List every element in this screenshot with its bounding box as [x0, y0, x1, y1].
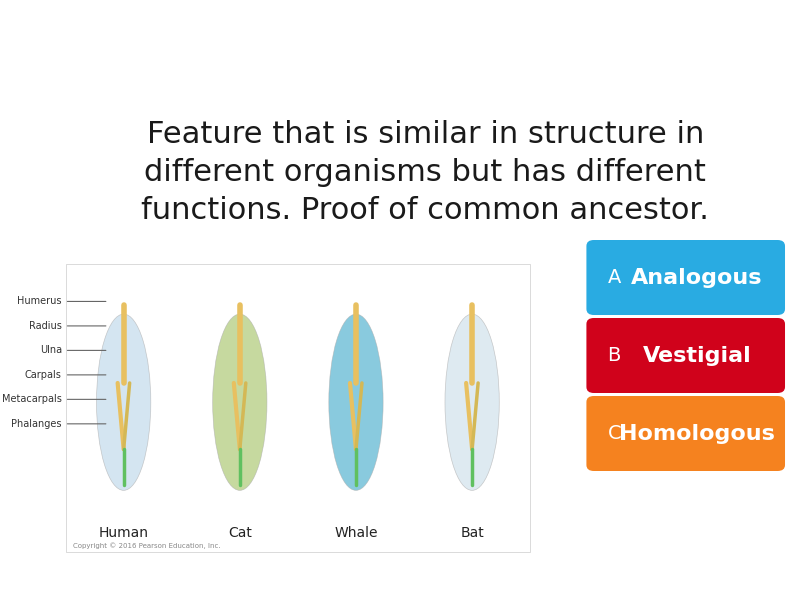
Text: Metacarpals: Metacarpals	[2, 394, 106, 404]
FancyBboxPatch shape	[586, 318, 785, 393]
Ellipse shape	[97, 314, 150, 490]
Text: Analogous: Analogous	[631, 268, 762, 287]
Ellipse shape	[213, 314, 267, 490]
Text: A: A	[607, 268, 621, 287]
Text: Radius: Radius	[29, 321, 106, 331]
Ellipse shape	[329, 314, 383, 490]
Text: Feature that is similar in structure in
different organisms but has different
fu: Feature that is similar in structure in …	[142, 120, 710, 226]
Text: Copyright © 2016 Pearson Education, Inc.: Copyright © 2016 Pearson Education, Inc.	[73, 542, 221, 549]
Text: Homologous: Homologous	[619, 424, 775, 443]
Text: Cat: Cat	[228, 526, 252, 541]
Ellipse shape	[445, 314, 499, 490]
Text: Human: Human	[98, 526, 149, 541]
Text: Phalanges: Phalanges	[11, 419, 106, 429]
FancyBboxPatch shape	[586, 396, 785, 471]
Text: C: C	[607, 424, 621, 443]
Text: Vestigial: Vestigial	[642, 346, 751, 365]
Text: Whale: Whale	[334, 526, 378, 541]
Text: Bat: Bat	[460, 526, 484, 541]
Text: Carpals: Carpals	[25, 370, 106, 380]
FancyBboxPatch shape	[586, 240, 785, 315]
Text: Humerus: Humerus	[18, 296, 106, 307]
Text: B: B	[607, 346, 621, 365]
FancyBboxPatch shape	[66, 264, 530, 552]
Text: Ulna: Ulna	[40, 346, 106, 355]
